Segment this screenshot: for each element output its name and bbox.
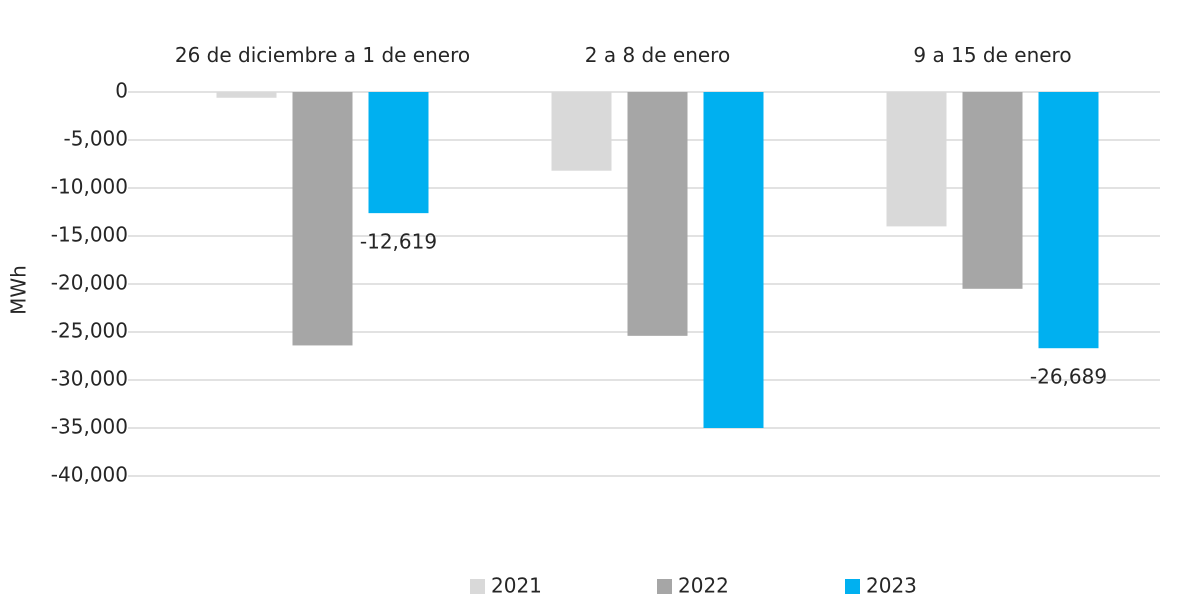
data-label: -26,689 [1030,365,1107,389]
legend-label: 2021 [491,574,542,598]
bar [1038,92,1099,349]
bar [703,92,764,428]
y-tick-label: -30,000 [51,367,128,391]
bar [368,92,429,214]
category-label: 2 a 8 de enero [584,43,731,67]
y-tick-label: -35,000 [51,415,128,439]
y-tick-label: -10,000 [51,175,128,199]
y-tick-label: -15,000 [51,223,128,247]
y-tick-label: -40,000 [51,463,128,487]
category-label: 9 a 15 de enero [913,43,1072,67]
y-tick-label: -5,000 [64,127,128,151]
bar [551,92,612,171]
y-tick-label: -20,000 [51,271,128,295]
bar [292,92,353,346]
legend-swatch [470,579,485,594]
legend-label: 2022 [678,574,729,598]
data-label: -12,619 [360,230,437,254]
bar [886,92,947,227]
bar [627,92,688,336]
y-tick-label: -25,000 [51,319,128,343]
bar [962,92,1023,289]
category-label: 26 de diciembre a 1 de enero [174,43,471,67]
bar [216,92,277,98]
legend-swatch [845,579,860,594]
y-axis-title: MWh [7,265,31,315]
legend-swatch [657,579,672,594]
legend-label: 2023 [866,574,917,598]
y-tick-label: 0 [115,79,128,103]
